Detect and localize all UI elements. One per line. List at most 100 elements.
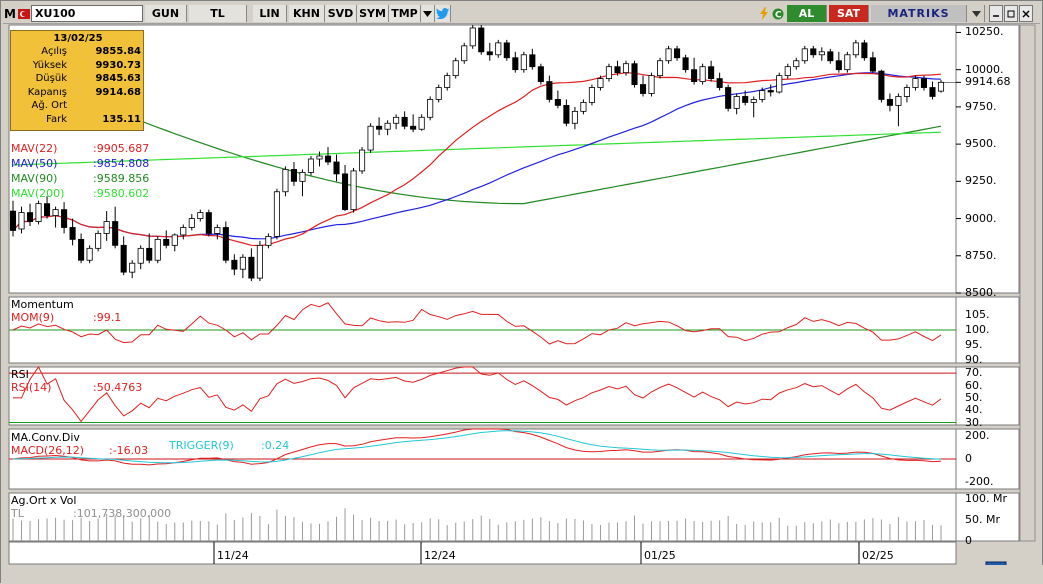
linear-button[interactable]: LIN [253, 5, 287, 22]
candle-body [639, 84, 647, 94]
template-button[interactable]: TMP [389, 5, 421, 22]
date-tick-label: 11/24 [217, 549, 249, 562]
candle-body [299, 171, 306, 182]
info-row-value: 9914.68 [95, 86, 141, 98]
volume-panel-axis [955, 492, 1020, 542]
status-bar [1, 565, 1043, 584]
candle-body [742, 96, 749, 103]
candle-body [861, 42, 868, 59]
candle-body [393, 116, 400, 124]
settings-dropdown-icon[interactable] [969, 5, 985, 22]
candle-body [682, 57, 689, 71]
candle-body [112, 221, 119, 246]
price-tick-label: 8750. [965, 248, 997, 262]
candle-body [307, 158, 315, 173]
macd-tick-label: 200. [965, 428, 990, 442]
candle-body [486, 51, 493, 56]
candle-body [835, 60, 842, 71]
candle-body [546, 81, 553, 100]
minimize-icon[interactable] [989, 5, 1003, 22]
candle-body [44, 203, 51, 216]
candle-body [844, 54, 851, 71]
candle-body [86, 247, 93, 261]
rsi-panel-axis [955, 366, 1020, 426]
info-row: Kapanış 9914.68 [11, 87, 145, 99]
candle-body [648, 75, 655, 94]
symbol-input[interactable]: XU100 [31, 5, 143, 22]
price-tick-label: 8500. [965, 286, 997, 299]
candle-body [691, 69, 698, 82]
candle-body [316, 155, 323, 160]
candle-body [869, 57, 876, 72]
lightning-icon[interactable] [757, 5, 771, 22]
template-dropdown-icon[interactable] [421, 5, 435, 22]
candle-body [776, 75, 783, 93]
macd-tick-label: 0 [965, 452, 972, 465]
candle-body [95, 233, 102, 249]
trigger-line [12, 430, 942, 464]
info-row: Açılış 9855.84 [11, 46, 145, 58]
candle-body [852, 42, 859, 56]
momentum-line [12, 302, 942, 345]
momentum-tick-label: 90. [965, 353, 983, 366]
candle-body [597, 78, 604, 88]
date-axis-panel [8, 541, 957, 565]
info-row-label: Kapanış [27, 86, 67, 98]
candle-body [580, 102, 587, 112]
mav90-value: :9589.856 [93, 172, 150, 185]
momentum-value: :99.1 [93, 311, 122, 324]
candle-body [427, 99, 434, 118]
candle-body [878, 70, 885, 100]
mav200-value: :9580.602 [93, 187, 150, 200]
candle-body [929, 87, 936, 97]
mav50-value: :9854.808 [93, 157, 150, 170]
macd-value: :-16.03 [109, 444, 149, 457]
candle-body [163, 238, 170, 246]
info-row: Fark 135.11 [11, 114, 145, 126]
candle-body [503, 42, 510, 59]
logo: M [3, 5, 17, 22]
info-row-label: Ağ. Ort [31, 100, 67, 111]
macd-tick-label: -200. [965, 475, 994, 489]
svd-button[interactable]: SVD [325, 5, 357, 22]
candle-body [478, 27, 485, 53]
mav22-line [12, 72, 942, 247]
candle-body [495, 42, 502, 56]
trigger-label: TRIGGER(9) [169, 439, 234, 452]
macd-panel-axis [955, 428, 1020, 490]
candle-body [665, 48, 672, 62]
candle-body [435, 87, 442, 100]
candle-body [699, 66, 706, 82]
candle-body [18, 212, 25, 230]
candle-body [827, 51, 834, 62]
price-tick-label: 9000. [965, 211, 997, 225]
close-icon[interactable] [1019, 5, 1033, 22]
toolbar: M XU100 GUN TL LIN KHN SVD SYM TMP C AL … [3, 4, 1040, 24]
khn-button[interactable]: KHN [289, 5, 325, 22]
candle-body [725, 87, 732, 109]
price-tick-label: 9250. [965, 174, 997, 188]
sell-button[interactable]: SAT [829, 5, 869, 22]
sym-button[interactable]: SYM [357, 5, 389, 22]
currency-button[interactable]: TL [189, 5, 247, 22]
candle-body [180, 227, 187, 236]
buy-button[interactable]: AL [787, 5, 827, 22]
candle-body [222, 227, 229, 261]
maximize-icon[interactable] [1004, 5, 1018, 22]
candle-body [512, 57, 519, 71]
info-row-label: Fark [46, 113, 67, 125]
period-button[interactable]: GUN [145, 5, 187, 22]
candle-body [359, 149, 366, 172]
candle-body [248, 256, 255, 279]
candle-body [563, 105, 570, 124]
candle-body [35, 203, 42, 222]
candle-body [895, 96, 902, 106]
candle-body [78, 238, 85, 261]
currency-c-icon[interactable]: C [771, 5, 785, 22]
volume-tick-label: 0 [965, 534, 972, 547]
candle-body [903, 87, 910, 97]
candle-body [341, 173, 349, 211]
twitter-icon[interactable] [435, 5, 451, 22]
